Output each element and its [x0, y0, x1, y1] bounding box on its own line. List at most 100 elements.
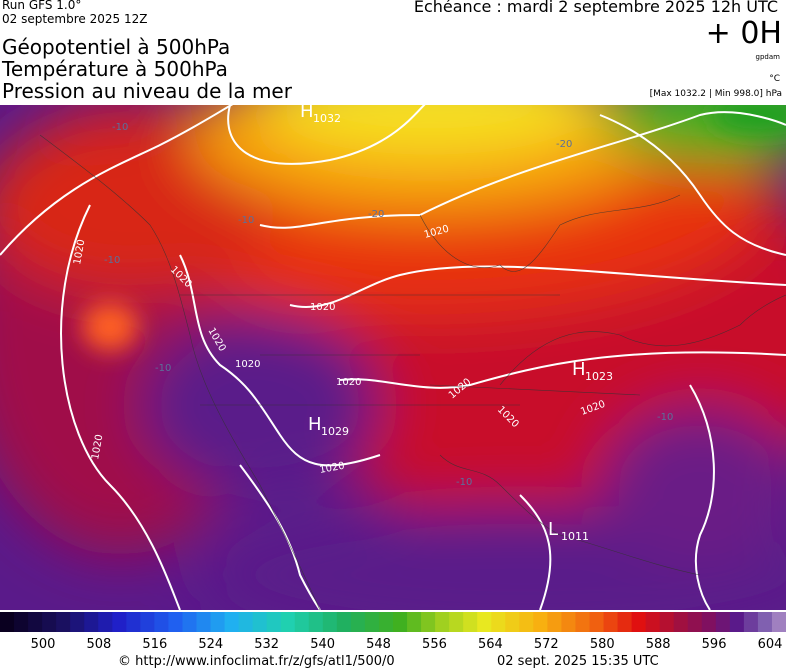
isobar-label: 1020	[319, 461, 346, 476]
colorbar-cell	[0, 612, 15, 632]
colorbar-cell	[715, 612, 731, 632]
pressure-letter: H	[300, 105, 314, 122]
title-1: Géopotentiel à 500hPa	[2, 35, 231, 59]
temperature-label: -10	[657, 412, 673, 423]
pressure-value: 1023	[585, 370, 613, 383]
colorbar-cell	[407, 612, 422, 632]
colorbar-cell	[14, 612, 29, 632]
pressure-letter: H	[308, 414, 322, 435]
pressure-letter: H	[572, 359, 586, 380]
colorbar-tick: 572	[534, 637, 559, 650]
colorbar-cell	[701, 612, 717, 632]
pressure-value: 1011	[561, 530, 589, 543]
colorbar-cell	[435, 612, 450, 632]
colorbar-cell	[687, 612, 703, 632]
colorbar-cell	[575, 612, 590, 632]
colorbar-cell	[42, 612, 57, 632]
isobar-label: 1020	[235, 359, 260, 370]
title-3: Pression au niveau de la mer	[2, 79, 292, 103]
colorbar-cell	[421, 612, 436, 632]
isobar-label: 1020	[310, 302, 335, 313]
colorbar-cell	[378, 612, 394, 632]
unit-temp: °C	[769, 74, 780, 84]
colorbar-tick: 548	[366, 637, 391, 650]
colorbar-cell	[168, 612, 183, 632]
colorbar-cell	[603, 612, 619, 632]
colorbar-cell	[659, 612, 675, 632]
colorbar-tick: 532	[254, 637, 279, 650]
colorbar-cell	[140, 612, 155, 632]
colorbar-tick: 508	[87, 637, 112, 650]
colorbar-tick: 540	[310, 637, 335, 650]
temperature-label: -10	[238, 215, 254, 226]
footer-url: © http://www.infoclimat.fr/z/gfs/atl1/50…	[118, 654, 395, 669]
colorbar-cell	[350, 612, 366, 632]
colorbar-cell	[547, 612, 562, 632]
colorbar-tick: 596	[702, 637, 727, 650]
temperature-label: -10	[112, 122, 128, 133]
colorbar-cell	[196, 612, 212, 632]
colorbar-cell	[645, 612, 661, 632]
temperature-label: -20	[556, 139, 572, 150]
footer-time: 02 sept. 2025 15:35 UTC	[497, 654, 659, 669]
pressure-value: 1032	[313, 112, 341, 125]
isobar-label: 1020	[336, 377, 361, 388]
colorbar-cell	[449, 612, 464, 632]
colorbar: 500 508 516 524 532 540 548 556 564 572 580 588 596 6…	[0, 612, 786, 650]
echeance: Echéance : mardi 2 septembre 2025 12h UT…	[413, 0, 778, 16]
colorbar-cell	[154, 612, 169, 632]
pressure-value: 1029	[321, 425, 349, 438]
colorbar-tick: 556	[422, 637, 447, 650]
colorbar-tick: 564	[478, 637, 503, 650]
pressure-range: [Max 1032.2 | Min 998.0] hPa	[649, 89, 782, 99]
colorbar-cell	[238, 612, 254, 632]
colorbar-tick: 604	[758, 637, 783, 650]
temperature-label: -20	[368, 209, 384, 220]
colorbar-cell	[126, 612, 141, 632]
colorbar-cell	[112, 612, 127, 632]
isobar-label: 1020	[90, 434, 105, 461]
colorbar-cell	[393, 612, 408, 632]
colorbar-cell	[589, 612, 605, 632]
colorbar-tick: 580	[590, 637, 615, 650]
colorbar-tick: 500	[31, 637, 56, 650]
colorbar-cell	[308, 612, 324, 632]
title-2: Température à 500hPa	[2, 57, 228, 81]
run-label: Run GFS 1.0°	[2, 0, 82, 12]
unit-geo: gpdam	[755, 53, 780, 61]
colorbar-cell	[491, 612, 506, 632]
temperature-label: -10	[155, 363, 171, 374]
colorbar-tick: 588	[646, 637, 671, 650]
colorbar-cell	[631, 612, 647, 632]
colorbar-cell	[294, 612, 310, 632]
colorbar-cell	[98, 612, 113, 632]
colorbar-cell	[84, 612, 99, 632]
run-date: 02 septembre 2025 12Z	[2, 12, 148, 26]
colorbar-cell	[70, 612, 85, 632]
colorbar-cell	[182, 612, 197, 632]
temperature-label: -10	[104, 255, 120, 266]
colorbar-cell	[477, 612, 492, 632]
colorbar-cell	[617, 612, 633, 632]
colorbar-cell	[771, 612, 786, 632]
colorbar-cell	[210, 612, 226, 632]
colorbar-cell	[322, 612, 338, 632]
colorbar-cell	[224, 612, 240, 632]
colorbar-cell	[266, 612, 282, 632]
colorbar-cell	[463, 612, 478, 632]
colorbar-cell	[561, 612, 576, 632]
colorbar-cell	[28, 612, 43, 632]
colorbar-tick: 516	[142, 637, 167, 650]
colorbar-cell	[280, 612, 296, 632]
colorbar-cell	[729, 612, 745, 632]
colorbar-cell	[533, 612, 548, 632]
colorbar-cell	[364, 612, 380, 632]
colorbar-cell	[519, 612, 534, 632]
colorbar-tick: 524	[198, 637, 223, 650]
colorbar-cell	[673, 612, 689, 632]
isobar-label: 1020	[72, 239, 87, 266]
colorbar-cell	[505, 612, 520, 632]
colorbar-cell	[252, 612, 268, 632]
